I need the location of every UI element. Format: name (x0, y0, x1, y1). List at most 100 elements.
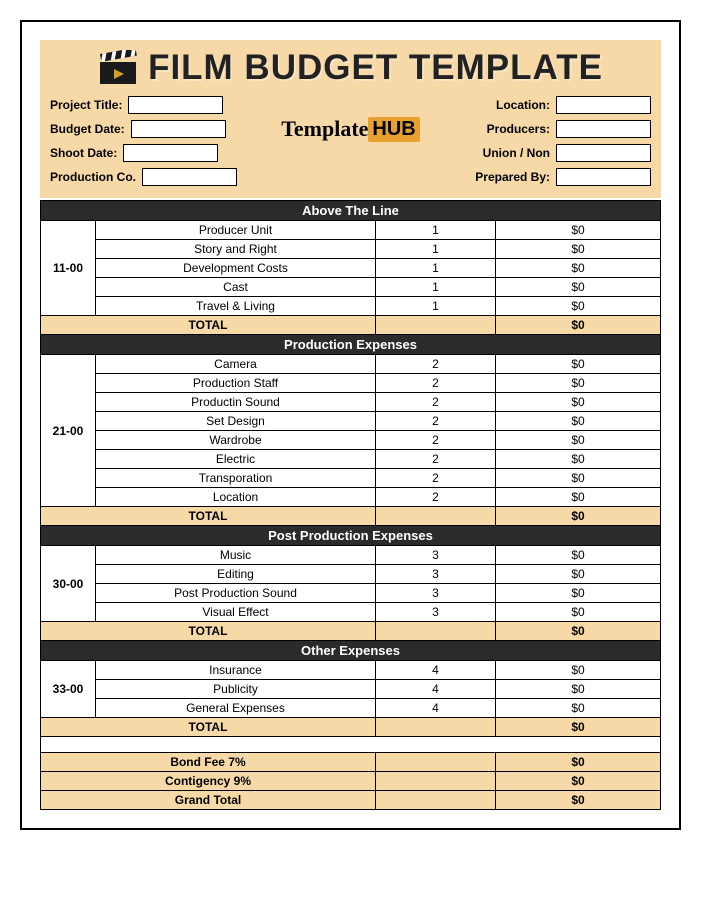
row-description: Cast (96, 278, 376, 297)
input-project-title[interactable] (128, 96, 223, 114)
page-title: FILM BUDGET TEMPLATE (148, 48, 603, 88)
section-total-row: TOTAL$0 (41, 718, 661, 737)
row-amount: $0 (496, 355, 661, 374)
row-description: Travel & Living (96, 297, 376, 316)
total-label: TOTAL (41, 316, 376, 335)
row-quantity: 4 (376, 680, 496, 699)
input-location[interactable] (556, 96, 651, 114)
row-amount: $0 (496, 412, 661, 431)
row-amount: $0 (496, 393, 661, 412)
section-header: Production Expenses (41, 335, 661, 355)
row-description: Visual Effect (96, 603, 376, 622)
row-quantity: 2 (376, 431, 496, 450)
row-amount: $0 (496, 680, 661, 699)
row-description: Productin Sound (96, 393, 376, 412)
budget-table: Above The Line11-00Producer Unit1$0Story… (40, 200, 661, 810)
row-description: Post Production Sound (96, 584, 376, 603)
row-quantity: 1 (376, 259, 496, 278)
table-row: General Expenses4$0 (41, 699, 661, 718)
section-code: 30-00 (41, 546, 96, 622)
row-description: Wardrobe (96, 431, 376, 450)
section-total-row: TOTAL$0 (41, 622, 661, 641)
row-quantity: 3 (376, 584, 496, 603)
summary-label: Grand Total (41, 791, 376, 810)
input-union[interactable] (556, 144, 651, 162)
row-quantity: 2 (376, 488, 496, 507)
summary-amount: $0 (496, 772, 661, 791)
row-quantity: 3 (376, 546, 496, 565)
row-description: Set Design (96, 412, 376, 431)
label-project-title: Project Title: (50, 98, 122, 112)
input-shoot-date[interactable] (123, 144, 218, 162)
row-quantity: 4 (376, 661, 496, 680)
summary-amount: $0 (496, 791, 661, 810)
row-description: Insurance (96, 661, 376, 680)
summary-blank (376, 791, 496, 810)
table-row: Location2$0 (41, 488, 661, 507)
row-description: Camera (96, 355, 376, 374)
row-quantity: 2 (376, 469, 496, 488)
table-row: Production Staff2$0 (41, 374, 661, 393)
section-total-row: TOTAL$0 (41, 507, 661, 526)
section-header: Above The Line (41, 201, 661, 221)
row-amount: $0 (496, 469, 661, 488)
header-block: FILM BUDGET TEMPLATE Project Title: Temp… (40, 40, 661, 198)
row-description: Electric (96, 450, 376, 469)
row-quantity: 2 (376, 412, 496, 431)
row-amount: $0 (496, 450, 661, 469)
total-label: TOTAL (41, 507, 376, 526)
title-row: FILM BUDGET TEMPLATE (50, 48, 651, 88)
row-quantity: 1 (376, 240, 496, 259)
label-production-co: Production Co. (50, 170, 136, 184)
row-description: Music (96, 546, 376, 565)
summary-row: Grand Total $0 (41, 791, 661, 810)
input-budget-date[interactable] (131, 120, 226, 138)
summary-label: Bond Fee 7% (41, 753, 376, 772)
row-amount: $0 (496, 221, 661, 240)
field-union: Union / Non (459, 144, 652, 162)
form-grid: Project Title: TemplateHUB Location: Bud… (50, 96, 651, 186)
logo-text-hub: HUB (368, 117, 419, 142)
input-producers[interactable] (556, 120, 651, 138)
spacer-row (41, 737, 661, 753)
field-budget-date: Budget Date: (50, 120, 243, 138)
row-amount: $0 (496, 661, 661, 680)
table-row: Electric2$0 (41, 450, 661, 469)
row-amount: $0 (496, 699, 661, 718)
row-amount: $0 (496, 584, 661, 603)
row-description: Producer Unit (96, 221, 376, 240)
row-quantity: 4 (376, 699, 496, 718)
row-description: Production Staff (96, 374, 376, 393)
field-prepared-by: Prepared By: (459, 168, 652, 186)
row-quantity: 2 (376, 355, 496, 374)
row-description: Story and Right (96, 240, 376, 259)
summary-row: Bond Fee 7%$0 (41, 753, 661, 772)
section-code: 21-00 (41, 355, 96, 507)
row-amount: $0 (496, 240, 661, 259)
summary-row: Contigency 9%$0 (41, 772, 661, 791)
total-qty-blank (376, 622, 496, 641)
label-location: Location: (496, 98, 550, 112)
table-row: 30-00Music3$0 (41, 546, 661, 565)
section-total-row: TOTAL$0 (41, 316, 661, 335)
field-producers: Producers: (459, 120, 652, 138)
row-description: Publicity (96, 680, 376, 699)
row-quantity: 3 (376, 565, 496, 584)
row-description: Transporation (96, 469, 376, 488)
input-production-co[interactable] (142, 168, 237, 186)
table-row: Cast1$0 (41, 278, 661, 297)
table-row: Set Design2$0 (41, 412, 661, 431)
input-prepared-by[interactable] (556, 168, 651, 186)
row-amount: $0 (496, 565, 661, 584)
total-amount: $0 (496, 622, 661, 641)
table-row: Story and Right1$0 (41, 240, 661, 259)
row-amount: $0 (496, 488, 661, 507)
label-producers: Producers: (487, 122, 550, 136)
table-row: Productin Sound2$0 (41, 393, 661, 412)
table-row: Travel & Living1$0 (41, 297, 661, 316)
section-code: 33-00 (41, 661, 96, 718)
logo-text-template: Template (281, 116, 368, 142)
row-amount: $0 (496, 374, 661, 393)
summary-blank (376, 753, 496, 772)
row-description: Development Costs (96, 259, 376, 278)
